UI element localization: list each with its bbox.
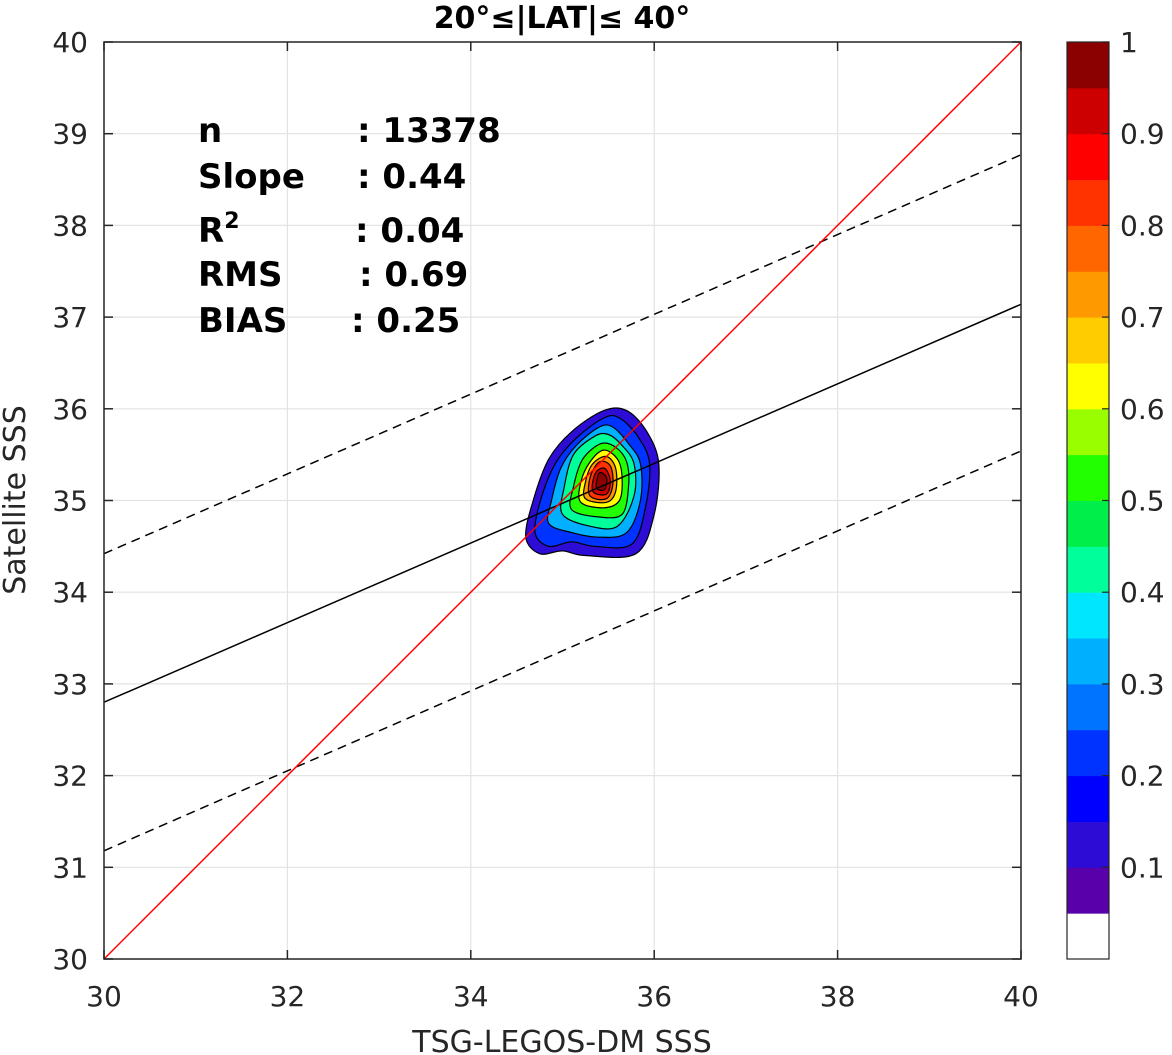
lower-bound-line	[104, 450, 1021, 852]
colorbar-segment	[1067, 225, 1109, 272]
colorbar-segment	[1067, 592, 1109, 639]
colorbar-tick-label: 0.7	[1120, 301, 1165, 334]
colorbar-tick-label: 0.8	[1120, 209, 1165, 242]
stat-label: BIAS	[198, 301, 287, 341]
y-tick-label: 34	[52, 576, 88, 609]
stat-label: R2	[198, 209, 240, 251]
colorbar: 0.1 0.2 0.3 0.4 0.5 0.6 0.7 0.8 0.9 1	[1066, 26, 1165, 960]
stat-value: : 13378	[357, 111, 501, 151]
y-tick-label: 37	[52, 301, 88, 334]
x-tick-label: 40	[1003, 980, 1039, 1013]
stat-label: RMS	[198, 255, 283, 295]
y-tick-label: 31	[52, 851, 88, 884]
x-axis-label: TSG-LEGOS-DM SSS	[411, 1025, 712, 1055]
stat-value: : 0.44	[357, 157, 466, 197]
y-tick-label: 38	[52, 209, 88, 242]
colorbar-segment	[1067, 42, 1109, 89]
stat-label: n	[198, 111, 222, 151]
fit-lines	[104, 42, 1021, 959]
chart-title: 20°≤|LAT|≤ 40°	[434, 1, 691, 36]
x-tick-label: 32	[270, 980, 306, 1013]
colorbar-segment	[1067, 317, 1109, 364]
stats-annotation: n : 13378 Slope : 0.44 R2 : 0.04 RMS : 0.69 BIAS…	[198, 111, 501, 341]
colorbar-segment	[1067, 408, 1109, 456]
colorbar-tick-label: 0.6	[1120, 393, 1165, 426]
stat-value: : 0.25	[351, 301, 460, 341]
axis-ticks: 30 32 34 36 38 40 30 31 32 33 34 35 36 37 38 39 40	[52, 26, 1038, 1013]
y-tick-label: 36	[52, 393, 88, 426]
colorbar-tick-label: 0.9	[1120, 118, 1165, 151]
colorbar-segment	[1067, 179, 1109, 226]
colorbar-tick-label: 0.1	[1120, 851, 1165, 884]
colorbar-segment	[1067, 362, 1109, 410]
y-tick-label: 39	[52, 118, 88, 151]
colorbar-segment	[1067, 500, 1109, 547]
stat-value: : 0.69	[359, 255, 468, 295]
x-tick-label: 38	[820, 980, 856, 1013]
colorbar-segment	[1067, 913, 1109, 960]
x-tick-label: 36	[636, 980, 672, 1013]
colorbar-segment	[1067, 867, 1109, 914]
y-tick-label: 33	[52, 668, 88, 701]
colorbar-tick-label: 0.4	[1120, 576, 1165, 609]
colorbar-segment	[1067, 454, 1109, 501]
y-tick-label: 35	[52, 485, 88, 518]
stat-label: Slope	[198, 157, 305, 197]
colorbar-segment	[1067, 683, 1109, 731]
y-tick-label: 32	[52, 760, 88, 793]
colorbar-tick-label: 0.2	[1120, 760, 1165, 793]
colorbar-segment	[1067, 87, 1109, 135]
colorbar-segment	[1067, 133, 1109, 181]
colorbar-tick-label: 0.3	[1120, 668, 1165, 701]
colorbar-segment	[1067, 821, 1109, 868]
colorbar-segment	[1067, 729, 1109, 777]
colorbar-segment	[1067, 775, 1109, 822]
colorbar-segment	[1067, 638, 1109, 685]
density-contours	[525, 407, 660, 559]
x-tick-label: 30	[86, 980, 122, 1013]
colorbar-tick-label: 1	[1120, 26, 1138, 59]
grid	[103, 41, 1022, 960]
regression-line	[104, 303, 1021, 703]
stat-value: : 0.04	[355, 211, 464, 251]
x-tick-label: 34	[453, 980, 489, 1013]
colorbar-tick-label: 0.5	[1120, 485, 1165, 518]
colorbar-segment	[1067, 271, 1109, 318]
y-axis-label: Satellite SSS	[0, 405, 33, 595]
y-tick-label: 40	[52, 26, 88, 59]
upper-bound-line	[104, 154, 1021, 555]
colorbar-segment	[1067, 546, 1109, 593]
identity-line	[104, 42, 1021, 959]
y-tick-label: 30	[52, 943, 88, 976]
